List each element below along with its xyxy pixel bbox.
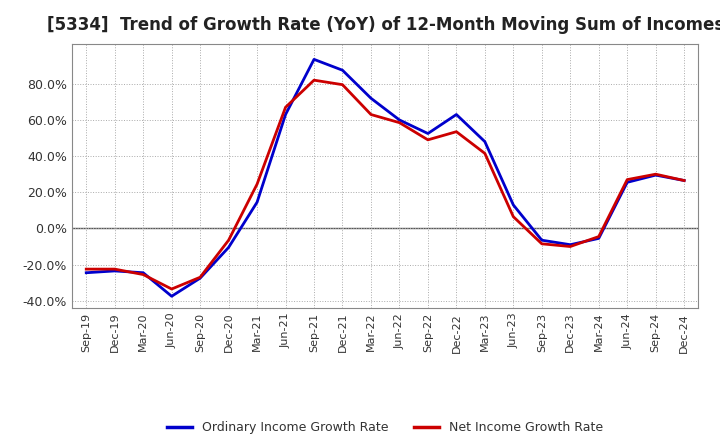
Ordinary Income Growth Rate: [366, 95, 375, 101]
Ordinary Income Growth Rate: [595, 236, 603, 241]
Net Income Growth Rate: [480, 151, 489, 156]
Net Income Growth Rate: [196, 275, 204, 280]
Line: Net Income Growth Rate: Net Income Growth Rate: [86, 80, 684, 289]
Ordinary Income Growth Rate: [139, 270, 148, 275]
Net Income Growth Rate: [338, 82, 347, 87]
Ordinary Income Growth Rate: [566, 242, 575, 247]
Ordinary Income Growth Rate: [423, 131, 432, 136]
Ordinary Income Growth Rate: [225, 245, 233, 250]
Net Income Growth Rate: [423, 137, 432, 143]
Ordinary Income Growth Rate: [509, 202, 518, 208]
Ordinary Income Growth Rate: [452, 112, 461, 117]
Net Income Growth Rate: [680, 178, 688, 183]
Net Income Growth Rate: [110, 267, 119, 272]
Net Income Growth Rate: [395, 120, 404, 125]
Net Income Growth Rate: [225, 238, 233, 243]
Ordinary Income Growth Rate: [196, 275, 204, 281]
Net Income Growth Rate: [282, 105, 290, 110]
Ordinary Income Growth Rate: [338, 68, 347, 73]
Net Income Growth Rate: [566, 244, 575, 249]
Ordinary Income Growth Rate: [680, 178, 688, 183]
Title: [5334]  Trend of Growth Rate (YoY) of 12-Month Moving Sum of Incomes: [5334] Trend of Growth Rate (YoY) of 12-…: [47, 16, 720, 34]
Ordinary Income Growth Rate: [282, 112, 290, 117]
Net Income Growth Rate: [167, 286, 176, 292]
Net Income Growth Rate: [509, 214, 518, 219]
Ordinary Income Growth Rate: [480, 139, 489, 144]
Ordinary Income Growth Rate: [82, 270, 91, 275]
Net Income Growth Rate: [310, 77, 318, 83]
Ordinary Income Growth Rate: [167, 293, 176, 299]
Net Income Growth Rate: [652, 172, 660, 177]
Net Income Growth Rate: [139, 272, 148, 277]
Net Income Growth Rate: [366, 112, 375, 117]
Ordinary Income Growth Rate: [395, 117, 404, 123]
Legend: Ordinary Income Growth Rate, Net Income Growth Rate: Ordinary Income Growth Rate, Net Income …: [163, 416, 608, 439]
Ordinary Income Growth Rate: [110, 268, 119, 274]
Ordinary Income Growth Rate: [310, 57, 318, 62]
Net Income Growth Rate: [82, 267, 91, 272]
Net Income Growth Rate: [452, 129, 461, 134]
Line: Ordinary Income Growth Rate: Ordinary Income Growth Rate: [86, 59, 684, 296]
Ordinary Income Growth Rate: [623, 180, 631, 185]
Ordinary Income Growth Rate: [652, 172, 660, 178]
Net Income Growth Rate: [623, 177, 631, 182]
Net Income Growth Rate: [595, 234, 603, 239]
Ordinary Income Growth Rate: [537, 238, 546, 243]
Net Income Growth Rate: [253, 181, 261, 187]
Ordinary Income Growth Rate: [253, 200, 261, 205]
Net Income Growth Rate: [537, 241, 546, 246]
